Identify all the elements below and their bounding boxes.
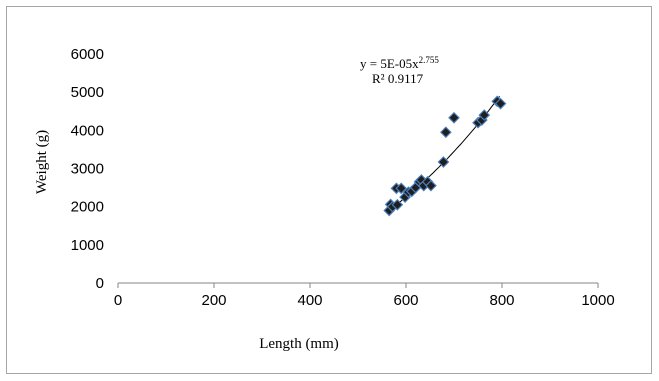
x-axis-title: Length (mm) [259,336,339,352]
chart-frame [6,6,652,374]
x-tick-label: 1000 [581,292,614,309]
y-tick-label: 2000 [71,199,104,216]
x-tick-label: 200 [201,292,226,309]
trendline-equation-exponent: 2.755 [419,55,440,65]
y-tick-label: 6000 [71,46,104,63]
axes: 0 200 400 600 800 1000 0 1000 2000 3000 4000 5000 60… [71,46,615,309]
y-tick-label: 5000 [71,84,104,101]
data-point [437,156,450,168]
x-tick-label: 800 [489,292,514,309]
y-tick-label: 1000 [71,237,104,254]
data-point [395,182,408,195]
x-tick-label: 400 [297,292,322,309]
data-points [383,95,507,217]
data-point [439,126,452,139]
data-point [448,111,460,124]
r-squared-label: R² 0.9117 [372,71,424,86]
data-point [494,97,507,110]
data-point [478,109,491,121]
data-point [391,198,404,211]
y-tick-label: 4000 [71,122,104,139]
trendline-equation-base: y = 5E-05x [360,56,419,71]
y-tick-label: 3000 [71,161,104,178]
data-point [425,179,437,192]
y-tick-label: 0 [96,275,104,292]
x-tick-label: 0 [114,292,122,309]
y-axis-title: Weight (g) [34,130,50,194]
trendline-equation: y = 5E-05x2.755 [360,55,439,71]
x-tick-label: 600 [393,292,418,309]
